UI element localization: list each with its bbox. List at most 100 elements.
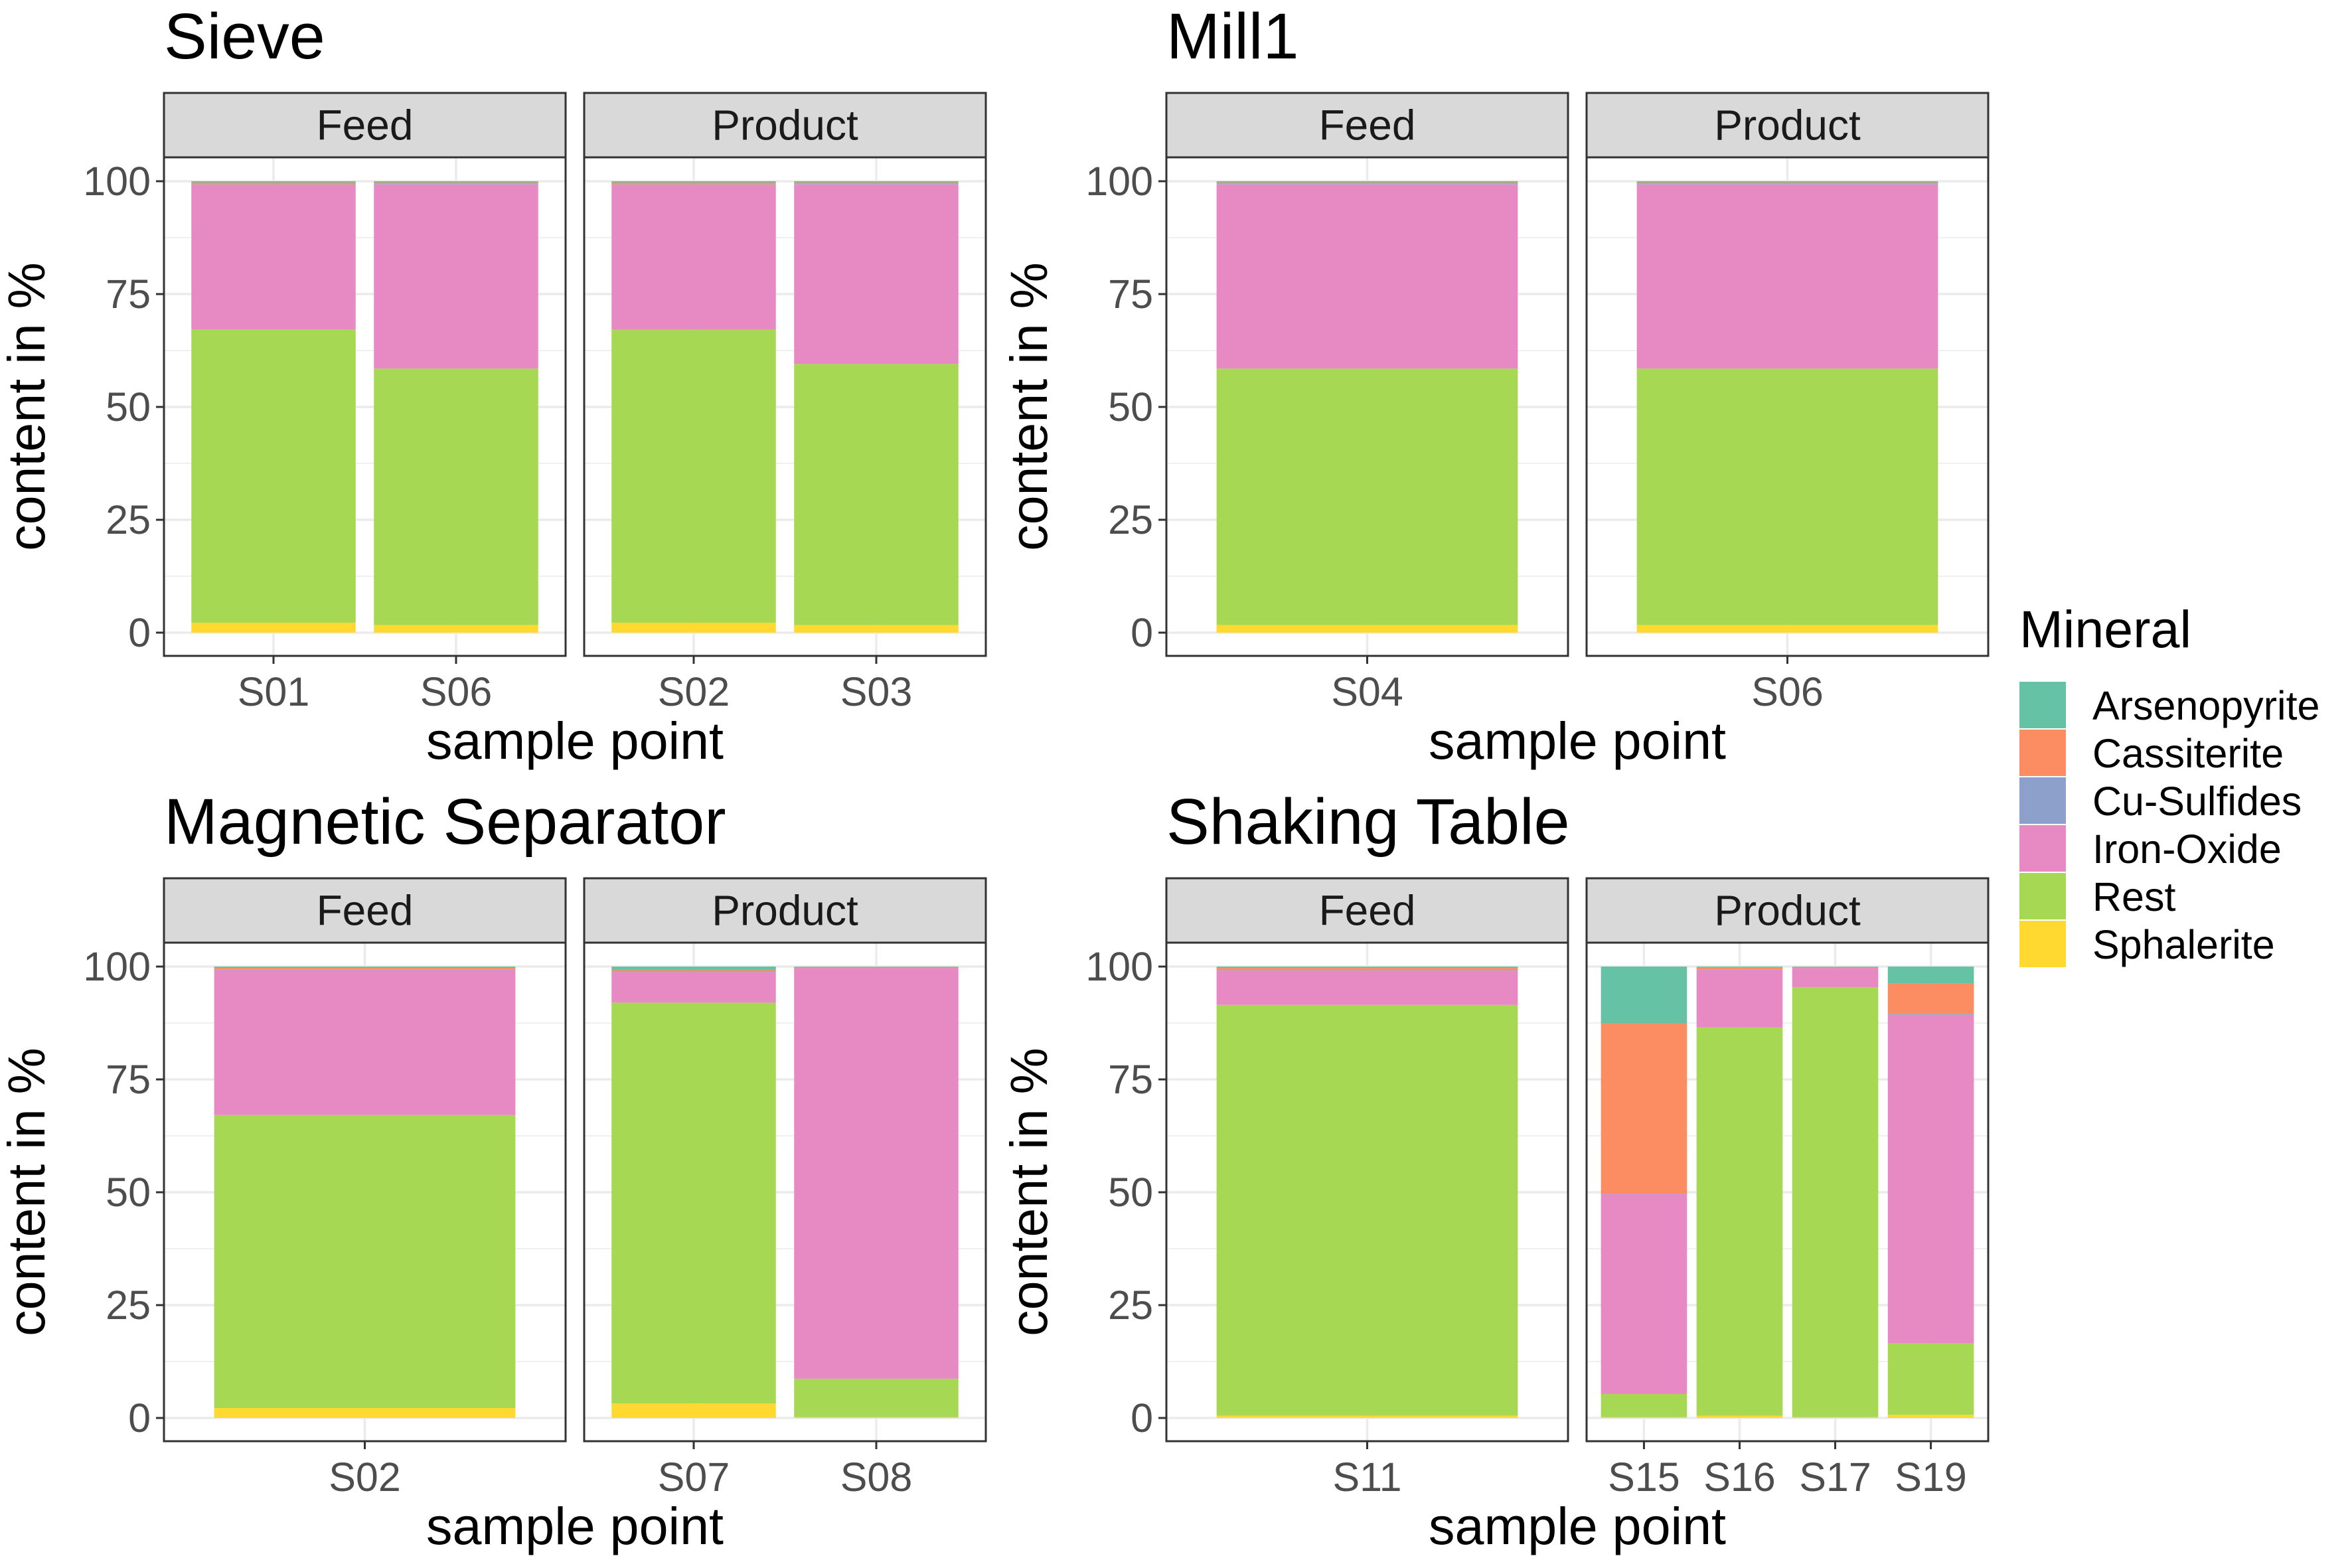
bar-segment-s06-rest — [1636, 368, 1938, 625]
y-axis-title: content in % — [999, 1048, 1058, 1336]
facet-strip — [583, 92, 987, 159]
x-tick-label: S17 — [1799, 1454, 1871, 1500]
bar-segment-s02-arsenopyrite — [214, 967, 516, 969]
bar-segment-s01-iron-oxide — [191, 185, 356, 330]
bar-segment-s03-sphalerite — [794, 625, 959, 633]
bar-segment-s03-rest — [794, 364, 959, 625]
bar-segment-s19-iron-oxide — [1887, 1014, 1974, 1344]
y-tick-label: 0 — [1131, 1395, 1153, 1441]
bar-segment-s02-rest — [214, 1115, 516, 1409]
bar-segment-s06-iron-oxide — [1636, 184, 1938, 369]
bar-segment-s04-rest — [1216, 368, 1518, 625]
bar-segment-s17-cassiterite — [1792, 967, 1879, 969]
x-tick-label: S06 — [420, 669, 493, 714]
facet-1: Product S02 S03 — [583, 92, 987, 714]
facet-border — [1585, 941, 1990, 1443]
bar-segment-s11-rest — [1216, 1004, 1518, 1416]
bar-segment-s06-sphalerite — [374, 625, 538, 633]
bar-segment-s06-sphalerite — [1636, 625, 1938, 633]
legend-label: Cassiterite — [2092, 731, 2284, 776]
x-tick-label: S16 — [1703, 1454, 1776, 1500]
facet-border — [1165, 941, 1569, 1443]
legend-label: Sphalerite — [2092, 922, 2275, 967]
facet-strip — [1585, 92, 1990, 159]
bar-segment-s17-rest — [1792, 987, 1879, 1417]
legend-key-cassiterite — [2019, 730, 2066, 776]
bar-segment-s07-rest — [611, 1002, 776, 1404]
legend-key-iron-oxide — [2019, 825, 2066, 872]
legend-key-cu-sulfides — [2019, 777, 2066, 824]
bar-segment-s08-sphalerite — [794, 1417, 959, 1418]
panel-3: Shaking Table 0 25 50 75 100 content in % sampl… — [999, 785, 1990, 1555]
y-tick-label: 50 — [106, 384, 151, 430]
bar-segment-s04-cassiterite — [1216, 183, 1518, 185]
y-tick-label: 100 — [83, 159, 151, 204]
legend-title: Mineral — [2019, 599, 2191, 659]
y-tick-label: 0 — [128, 610, 151, 655]
x-tick-label: S04 — [1331, 669, 1403, 714]
bar-segment-s08-rest — [794, 1378, 959, 1417]
x-axis-title: sample point — [426, 1496, 724, 1555]
facet-0: Feed S04 — [1165, 92, 1569, 714]
x-tick-label: S08 — [840, 1454, 913, 1500]
facet-0: Feed S11 — [1165, 877, 1569, 1500]
y-tick-label: 50 — [1108, 384, 1153, 430]
bar-segment-s11-sphalerite — [1216, 1415, 1518, 1418]
panel-title: Shaking Table — [1166, 785, 1570, 858]
facet-border — [163, 941, 567, 1443]
bar-segment-s08-cassiterite — [794, 967, 959, 969]
x-tick-label: S02 — [658, 669, 730, 714]
bar-segment-s01-arsenopyrite — [191, 181, 356, 183]
legend-key-rest — [2019, 873, 2066, 919]
bar-segment-s07-cu-sulfides — [611, 971, 776, 973]
facet-border — [1585, 156, 1990, 657]
legend-label: Iron-Oxide — [2092, 826, 2282, 872]
bar-segment-s16-rest — [1696, 1027, 1783, 1416]
bar-segment-s07-cassiterite — [611, 970, 776, 972]
bar-segment-s19-sphalerite — [1887, 1415, 1974, 1418]
bar-segment-s06-rest — [374, 368, 538, 625]
y-tick-label: 75 — [1108, 1057, 1153, 1102]
y-tick-label: 25 — [106, 497, 151, 542]
bar-segment-s15-iron-oxide — [1601, 1194, 1687, 1394]
legend: Mineral ArsenopyriteCassiteriteCu-Sulfide… — [2019, 599, 2319, 967]
y-axis-title: content in % — [0, 1048, 56, 1336]
facet-border — [163, 156, 567, 657]
facet-strip-label: Product — [712, 887, 858, 935]
bar-segment-s11-cassiterite — [1216, 968, 1518, 971]
bar-segment-s02-rest — [611, 329, 776, 623]
bar-segment-s06-arsenopyrite — [1636, 181, 1938, 183]
legend-label: Cu-Sulfides — [2092, 779, 2302, 824]
bar-segment-s03-iron-oxide — [794, 184, 959, 364]
bar-segment-s06-cassiterite — [374, 183, 538, 185]
bar-segment-s07-arsenopyrite — [611, 967, 776, 971]
y-axis-title: content in % — [999, 262, 1058, 551]
bar-segment-s01-sphalerite — [191, 623, 356, 633]
x-axis-title: sample point — [1429, 711, 1726, 770]
facet-strip-label: Feed — [1319, 887, 1416, 935]
x-tick-label: S11 — [1332, 1454, 1401, 1500]
facet-border — [583, 941, 987, 1443]
bar-segment-s03-cu-sulfides — [794, 184, 959, 185]
y-tick-label: 75 — [1108, 272, 1153, 317]
bar-segment-s02-cassiterite — [214, 968, 516, 970]
bar-segment-s16-sphalerite — [1696, 1415, 1783, 1418]
bar-segment-s02-cu-sulfides — [214, 969, 516, 971]
y-tick-label: 100 — [1085, 159, 1153, 204]
bar-segment-s07-iron-oxide — [611, 972, 776, 1003]
facet-strip — [1165, 877, 1569, 944]
y-tick-label: 75 — [106, 272, 151, 317]
bar-segment-s17-sphalerite — [1792, 1417, 1879, 1418]
bar-segment-s16-cassiterite — [1696, 967, 1783, 970]
bar-segment-s07-sphalerite — [611, 1403, 776, 1418]
facet-1: Product S15 S16 S17 S19 — [1585, 877, 1990, 1500]
bar-segment-s03-arsenopyrite — [794, 181, 959, 183]
bar-segment-s06-iron-oxide — [374, 184, 538, 369]
facet-1: Product S07 S08 — [583, 877, 987, 1500]
bar-segment-s15-cassiterite — [1601, 1023, 1687, 1194]
facet-strip-label: Feed — [317, 887, 414, 935]
